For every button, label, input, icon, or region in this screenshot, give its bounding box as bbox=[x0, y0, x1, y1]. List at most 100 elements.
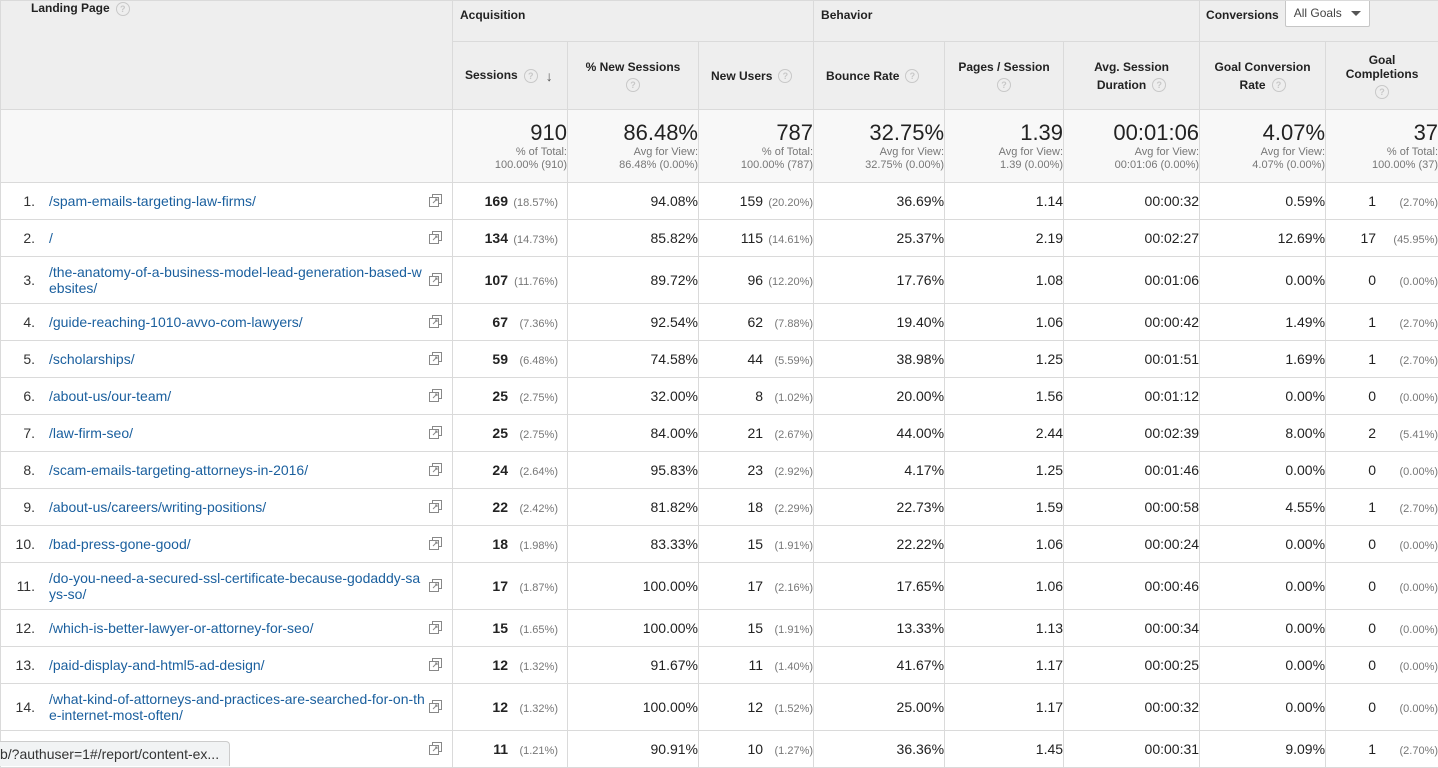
total-sessions-note: % of Total: bbox=[453, 146, 567, 159]
help-icon[interactable]: ? bbox=[116, 2, 130, 16]
landing-page-link[interactable]: / bbox=[49, 230, 452, 246]
new-sessions-cell: 81.82% bbox=[568, 489, 699, 526]
help-icon[interactable]: ? bbox=[778, 69, 792, 83]
avg-duration-cell: 00:00:34 bbox=[1064, 610, 1200, 647]
help-icon[interactable]: ? bbox=[1272, 78, 1286, 92]
new-sessions-header[interactable]: % New Sessions? bbox=[568, 42, 699, 110]
sessions-cell: 17(1.87%) bbox=[453, 563, 568, 610]
new-users-header[interactable]: New Users? bbox=[699, 42, 814, 110]
sessions-value: 11 bbox=[493, 741, 508, 757]
landing-page-link[interactable]: /the-anatomy-of-a-business-model-lead-ge… bbox=[49, 264, 452, 296]
open-page-icon[interactable] bbox=[429, 579, 442, 592]
landing-page-link[interactable]: /guide-reaching-1010-avvo-com-lawyers/ bbox=[49, 314, 452, 330]
landing-page-link[interactable]: /about-us/our-team/ bbox=[49, 388, 452, 404]
help-icon[interactable]: ? bbox=[626, 78, 640, 92]
open-page-icon[interactable] bbox=[429, 742, 442, 755]
goal-completions-value: 1 bbox=[1368, 351, 1376, 367]
sessions-percent: (2.75%) bbox=[508, 392, 558, 404]
help-icon[interactable]: ? bbox=[1375, 85, 1389, 99]
sessions-percent: (1.32%) bbox=[508, 703, 558, 715]
conv-rate-cell: 0.00% bbox=[1200, 563, 1326, 610]
row-number: 13. bbox=[1, 657, 35, 673]
table-row: 9./about-us/careers/writing-positions/22… bbox=[1, 489, 1438, 526]
total-sessions-value: 910 bbox=[453, 120, 567, 146]
open-page-icon[interactable] bbox=[429, 537, 442, 550]
help-icon[interactable]: ? bbox=[524, 69, 538, 83]
all-goals-dropdown-value: All Goals bbox=[1294, 6, 1342, 20]
total-conv-rate-detail: 4.07% (0.00%) bbox=[1200, 159, 1325, 172]
avg-session-duration-header-line1: Avg. Session bbox=[1094, 60, 1169, 74]
help-icon[interactable]: ? bbox=[997, 78, 1011, 92]
open-page-icon[interactable] bbox=[429, 273, 442, 286]
landing-page-link[interactable]: /paid-display-and-html5-ad-design/ bbox=[49, 657, 452, 673]
goal-completions-value: 1 bbox=[1368, 314, 1376, 330]
sessions-cell: 67(7.36%) bbox=[453, 304, 568, 341]
goal-conversion-rate-header-line1: Goal Conversion bbox=[1215, 60, 1311, 74]
new-users-cell: 18(2.29%) bbox=[699, 489, 814, 526]
help-icon[interactable]: ? bbox=[905, 69, 919, 83]
goal-completions-cell: 0(0.00%) bbox=[1326, 684, 1438, 731]
bounce-rate-header[interactable]: Bounce Rate? bbox=[814, 42, 945, 110]
bounce-rate-cell: 36.69% bbox=[814, 183, 945, 220]
sessions-percent: (2.42%) bbox=[508, 503, 558, 515]
open-page-icon[interactable] bbox=[429, 658, 442, 671]
table-row: 8./scam-emails-targeting-attorneys-in-20… bbox=[1, 452, 1438, 489]
new-users-value: 15 bbox=[747, 620, 763, 636]
new-users-cell: 15(1.91%) bbox=[699, 610, 814, 647]
row-number: 10. bbox=[1, 536, 35, 552]
open-page-icon[interactable] bbox=[429, 194, 442, 207]
sessions-header[interactable]: Sessions?↓ bbox=[453, 42, 568, 110]
new-sessions-header-label: % New Sessions bbox=[586, 60, 681, 74]
landing-page-link[interactable]: /which-is-better-lawyer-or-attorney-for-… bbox=[49, 620, 452, 636]
landing-page-link[interactable]: /spam-emails-targeting-law-firms/ bbox=[49, 193, 452, 209]
open-page-icon[interactable] bbox=[429, 621, 442, 634]
landing-page-cell: 9./about-us/careers/writing-positions/ bbox=[1, 489, 453, 526]
landing-page-link[interactable]: /do-you-need-a-secured-ssl-certificate-b… bbox=[49, 570, 452, 602]
open-page-icon[interactable] bbox=[429, 352, 442, 365]
landing-page-link[interactable]: /about-us/careers/writing-positions/ bbox=[49, 499, 452, 515]
open-page-icon[interactable] bbox=[429, 231, 442, 244]
landing-page-link[interactable]: /scam-emails-targeting-attorneys-in-2016… bbox=[49, 462, 452, 478]
landing-page-cell: 3./the-anatomy-of-a-business-model-lead-… bbox=[1, 257, 453, 304]
total-new-sessions-note: Avg for View: bbox=[568, 146, 698, 159]
new-sessions-cell: 32.00% bbox=[568, 378, 699, 415]
new-users-percent: (2.92%) bbox=[763, 466, 813, 478]
new-sessions-cell: 90.91% bbox=[568, 731, 699, 768]
total-bounce-rate-detail: 32.75% (0.00%) bbox=[814, 159, 944, 172]
new-users-value: 18 bbox=[747, 499, 763, 515]
sessions-cell: 24(2.64%) bbox=[453, 452, 568, 489]
landing-page-link[interactable]: /law-firm-seo/ bbox=[49, 425, 452, 441]
sessions-value: 169 bbox=[485, 193, 508, 209]
table-row: 1./spam-emails-targeting-law-firms/169(1… bbox=[1, 183, 1438, 220]
new-users-value: 115 bbox=[741, 230, 763, 246]
goal-completions-percent: (0.00%) bbox=[1376, 582, 1438, 594]
all-goals-dropdown[interactable]: All Goals bbox=[1285, 1, 1370, 28]
help-icon[interactable]: ? bbox=[1152, 78, 1166, 92]
new-users-percent: (20.20%) bbox=[763, 197, 813, 209]
open-page-icon[interactable] bbox=[429, 426, 442, 439]
open-page-icon[interactable] bbox=[429, 463, 442, 476]
conv-rate-cell: 0.00% bbox=[1200, 452, 1326, 489]
sessions-percent: (1.87%) bbox=[508, 582, 558, 594]
goal-completions-percent: (0.00%) bbox=[1376, 540, 1438, 552]
landing-page-header[interactable]: Landing Page? bbox=[1, 1, 453, 110]
goal-completions-value: 0 bbox=[1368, 699, 1376, 715]
open-page-icon[interactable] bbox=[429, 315, 442, 328]
sessions-cell: 15(1.65%) bbox=[453, 610, 568, 647]
sessions-cell: 12(1.32%) bbox=[453, 647, 568, 684]
open-page-icon[interactable] bbox=[429, 500, 442, 513]
sort-desc-icon[interactable]: ↓ bbox=[546, 68, 553, 84]
landing-page-link[interactable]: /scholarships/ bbox=[49, 351, 452, 367]
pages-session-header[interactable]: Pages / Session? bbox=[945, 42, 1064, 110]
total-new-sessions: 86.48%Avg for View:86.48% (0.00%) bbox=[568, 110, 699, 183]
new-users-header-label: New Users bbox=[711, 69, 772, 83]
open-page-icon[interactable] bbox=[429, 389, 442, 402]
landing-page-link[interactable]: /what-kind-of-attorneys-and-practices-ar… bbox=[49, 691, 452, 723]
open-page-icon[interactable] bbox=[429, 700, 442, 713]
landing-page-link[interactable]: /bad-press-gone-good/ bbox=[49, 536, 452, 552]
bounce-rate-cell: 25.37% bbox=[814, 220, 945, 257]
goal-completions-cell: 0(0.00%) bbox=[1326, 647, 1438, 684]
